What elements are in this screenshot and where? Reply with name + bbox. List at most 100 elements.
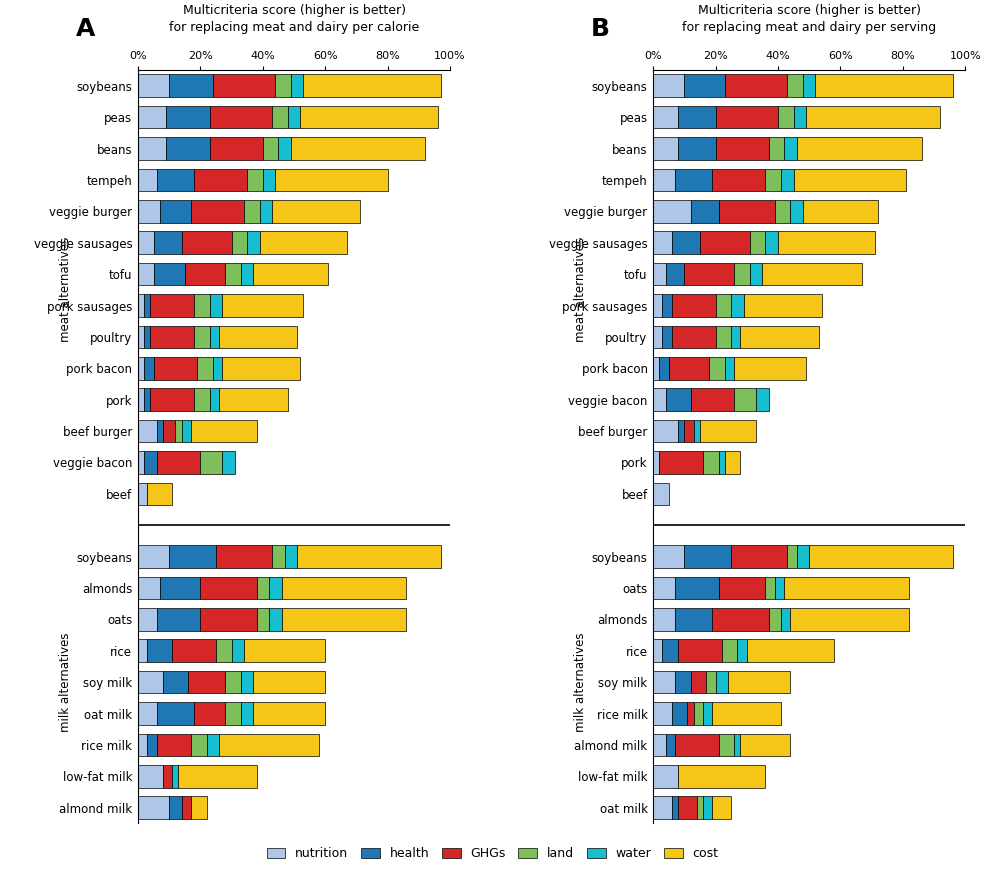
- Bar: [194, 388, 210, 411]
- Bar: [247, 231, 260, 254]
- Bar: [731, 326, 741, 348]
- Bar: [226, 671, 241, 694]
- Bar: [213, 74, 275, 97]
- Bar: [216, 546, 272, 568]
- Bar: [138, 106, 166, 129]
- Bar: [706, 671, 715, 694]
- Bar: [653, 451, 659, 474]
- Bar: [719, 451, 725, 474]
- Bar: [666, 734, 675, 756]
- Bar: [269, 576, 282, 599]
- Legend: nutrition, health, GHGs, land, water, cost: nutrition, health, GHGs, land, water, co…: [261, 843, 724, 865]
- Bar: [672, 326, 715, 348]
- Bar: [690, 388, 734, 411]
- Bar: [181, 420, 191, 442]
- Bar: [138, 483, 148, 505]
- Bar: [653, 231, 672, 254]
- Bar: [253, 703, 325, 724]
- Bar: [194, 326, 210, 348]
- Bar: [226, 263, 241, 286]
- Bar: [169, 74, 213, 97]
- Bar: [300, 106, 437, 129]
- Bar: [157, 608, 200, 631]
- Bar: [703, 451, 719, 474]
- Bar: [138, 576, 160, 599]
- Bar: [741, 326, 819, 348]
- Text: meat alternatives: meat alternatives: [574, 237, 587, 343]
- Bar: [219, 388, 288, 411]
- Bar: [160, 576, 200, 599]
- Bar: [685, 546, 731, 568]
- Bar: [138, 294, 144, 317]
- Bar: [256, 608, 269, 631]
- Bar: [138, 451, 144, 474]
- Bar: [688, 703, 693, 724]
- Bar: [712, 608, 768, 631]
- Bar: [169, 546, 216, 568]
- Bar: [719, 734, 734, 756]
- Bar: [715, 106, 778, 129]
- Bar: [685, 74, 725, 97]
- Bar: [653, 765, 678, 788]
- Text: meat alternatives: meat alternatives: [59, 237, 72, 343]
- Bar: [154, 263, 185, 286]
- Bar: [775, 200, 790, 223]
- Bar: [693, 420, 700, 442]
- Bar: [696, 796, 703, 819]
- Bar: [765, 231, 778, 254]
- Bar: [154, 357, 197, 379]
- Bar: [790, 608, 909, 631]
- Bar: [272, 546, 285, 568]
- Bar: [138, 74, 169, 97]
- Bar: [719, 200, 775, 223]
- Bar: [144, 388, 151, 411]
- Bar: [172, 639, 216, 662]
- Bar: [653, 357, 659, 379]
- Bar: [219, 734, 319, 756]
- Title: Multicriteria score (higher is better)
for replacing meat and dairy per calorie: Multicriteria score (higher is better) f…: [168, 4, 420, 34]
- Bar: [734, 388, 756, 411]
- Bar: [731, 294, 744, 317]
- Bar: [223, 357, 300, 379]
- Bar: [138, 388, 144, 411]
- Bar: [803, 200, 878, 223]
- Bar: [712, 703, 781, 724]
- Bar: [244, 200, 260, 223]
- Bar: [241, 263, 253, 286]
- Bar: [200, 451, 223, 474]
- Bar: [690, 671, 706, 694]
- Bar: [272, 200, 360, 223]
- Bar: [663, 294, 672, 317]
- Bar: [138, 608, 157, 631]
- Bar: [659, 451, 703, 474]
- Bar: [738, 639, 747, 662]
- Bar: [175, 420, 181, 442]
- Bar: [794, 169, 906, 191]
- Bar: [653, 576, 675, 599]
- Bar: [285, 546, 297, 568]
- Bar: [279, 138, 291, 159]
- Bar: [731, 546, 787, 568]
- Bar: [715, 138, 768, 159]
- Bar: [200, 576, 256, 599]
- Bar: [734, 263, 750, 286]
- Bar: [282, 576, 407, 599]
- Bar: [260, 231, 347, 254]
- Bar: [715, 326, 731, 348]
- Bar: [157, 734, 191, 756]
- Bar: [797, 546, 810, 568]
- Bar: [666, 263, 685, 286]
- Bar: [151, 294, 194, 317]
- Bar: [163, 420, 175, 442]
- Bar: [291, 138, 426, 159]
- Bar: [163, 671, 188, 694]
- Bar: [191, 734, 207, 756]
- Bar: [762, 263, 862, 286]
- Bar: [672, 703, 688, 724]
- Bar: [181, 231, 231, 254]
- Bar: [678, 765, 765, 788]
- Bar: [157, 169, 194, 191]
- Bar: [291, 74, 303, 97]
- Bar: [253, 671, 325, 694]
- Bar: [703, 703, 712, 724]
